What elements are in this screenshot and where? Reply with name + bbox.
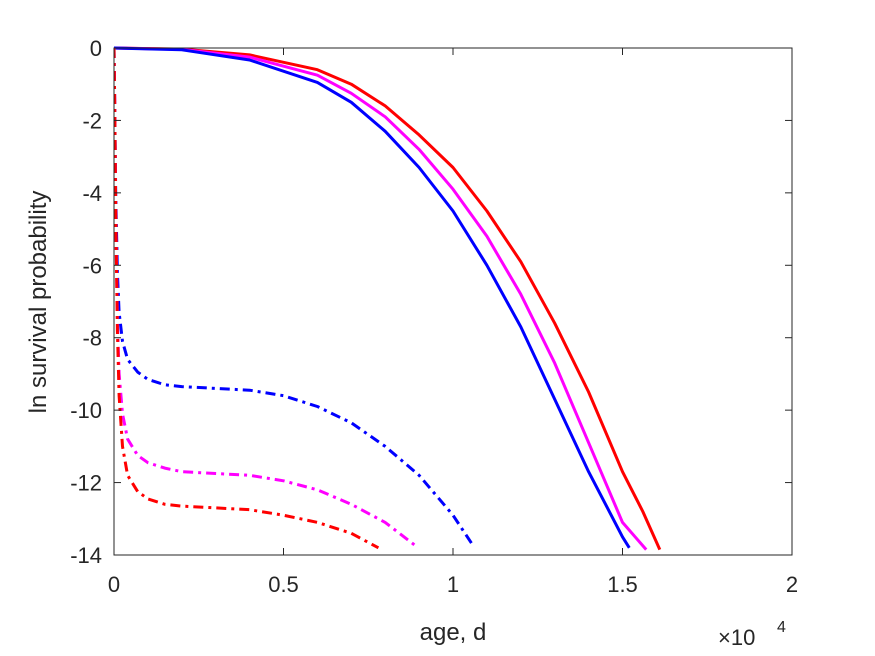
x-tick-label: 1 [447, 572, 459, 597]
series-line-1 [114, 46, 662, 551]
y-tick-label: -2 [82, 108, 102, 133]
series-line-3 [114, 46, 631, 549]
x-exponent-power: 4 [777, 619, 786, 636]
series-layer [114, 46, 662, 551]
y-axis: 0 -2 -4 -6 -8 -10 -12 -14 [70, 36, 792, 568]
x-axis-exponent: ×10 4 [718, 619, 786, 650]
series-line-2 [114, 46, 648, 551]
y-tick-label: -12 [70, 471, 102, 496]
x-tick-label: 1.5 [607, 572, 638, 597]
x-tick-label: 0.5 [268, 572, 299, 597]
y-tick-label: -6 [82, 253, 102, 278]
y-tick-label: -4 [82, 181, 102, 206]
x-exponent-base: ×10 [718, 625, 755, 650]
x-axis: 0 0.5 1 1.5 2 [108, 48, 798, 597]
y-tick-label: -8 [82, 326, 102, 351]
x-axis-label: age, d [420, 619, 487, 646]
y-tick-label: -10 [70, 398, 102, 423]
y-tick-label: 0 [90, 36, 102, 61]
x-tick-label: 2 [786, 572, 798, 597]
x-tick-label: 0 [108, 572, 120, 597]
y-tick-label: -14 [70, 543, 102, 568]
y-axis-label: ln survival probability [25, 191, 52, 414]
